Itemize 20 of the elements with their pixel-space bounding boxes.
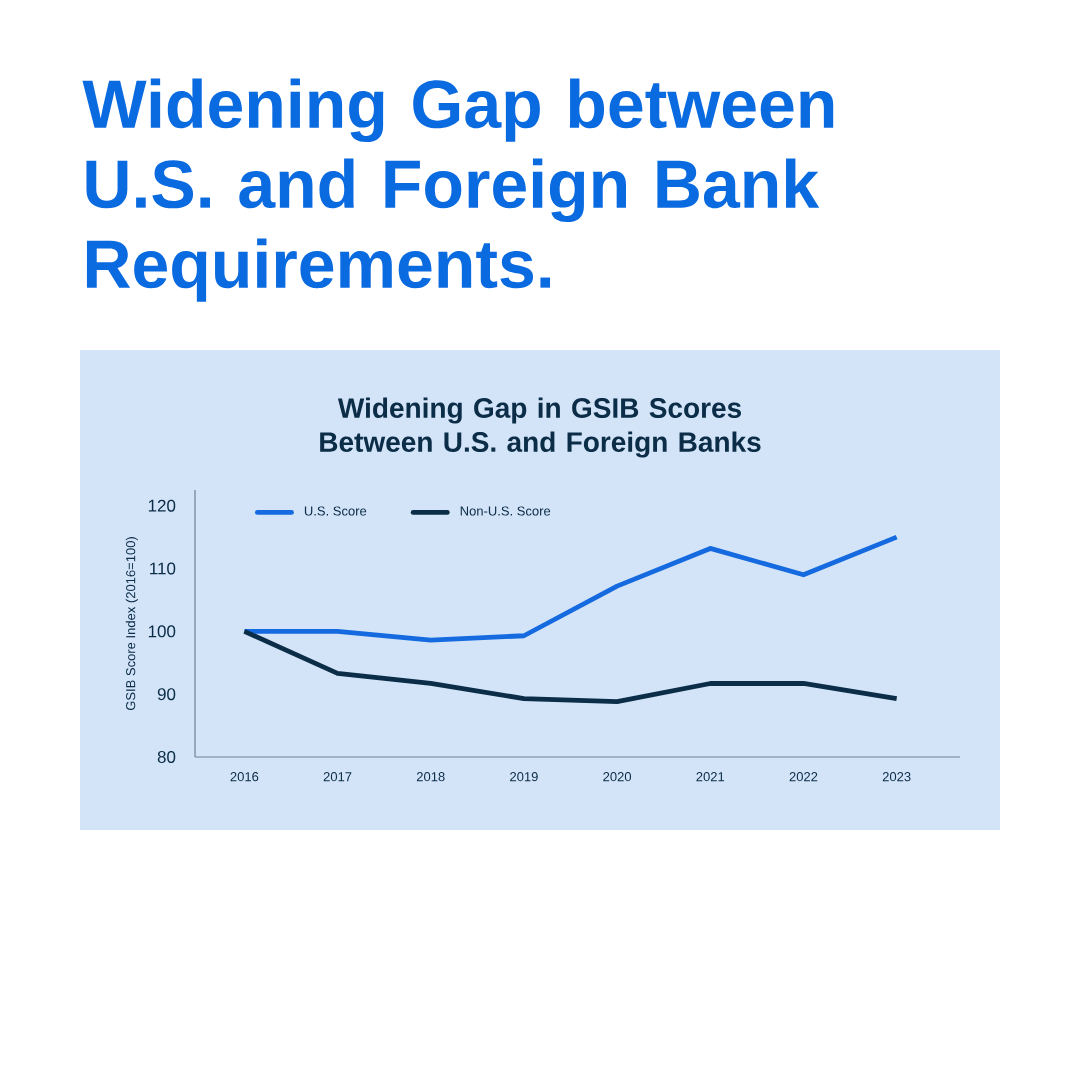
y-tick-label: 110 — [150, 562, 176, 575]
x-tick-label: 2020 — [603, 772, 632, 782]
x-tick-label: 2016 — [230, 772, 259, 782]
x-tick-label: 2018 — [416, 772, 445, 782]
x-tick-label: 2022 — [789, 772, 818, 782]
legend-label: Non-U.S. Score — [460, 506, 551, 516]
chart-subtitle: Widening Gap in GSIB Scores Between U.S. and Foreign Banks — [320, 397, 761, 458]
x-tick-label: 2017 — [323, 772, 352, 782]
line-series — [241, 534, 900, 643]
x-tick-label: 2019 — [510, 772, 538, 782]
line-series — [241, 628, 900, 705]
chart-title: Widening Gap between U.S. and Foreign Bank Requirements. — [82, 78, 834, 302]
y-tick-label: 90 — [157, 688, 176, 701]
x-tick-label: 2023 — [882, 772, 911, 782]
y-tick-label: 80 — [157, 750, 176, 763]
y-tick-label: 100 — [148, 625, 176, 638]
legend-label: U.S. Score — [304, 506, 367, 516]
y-axis-title: GSIB Score Index (2016=100) — [125, 537, 138, 711]
y-tick-label: 120 — [148, 499, 176, 512]
x-tick-label: 2021 — [696, 772, 725, 782]
